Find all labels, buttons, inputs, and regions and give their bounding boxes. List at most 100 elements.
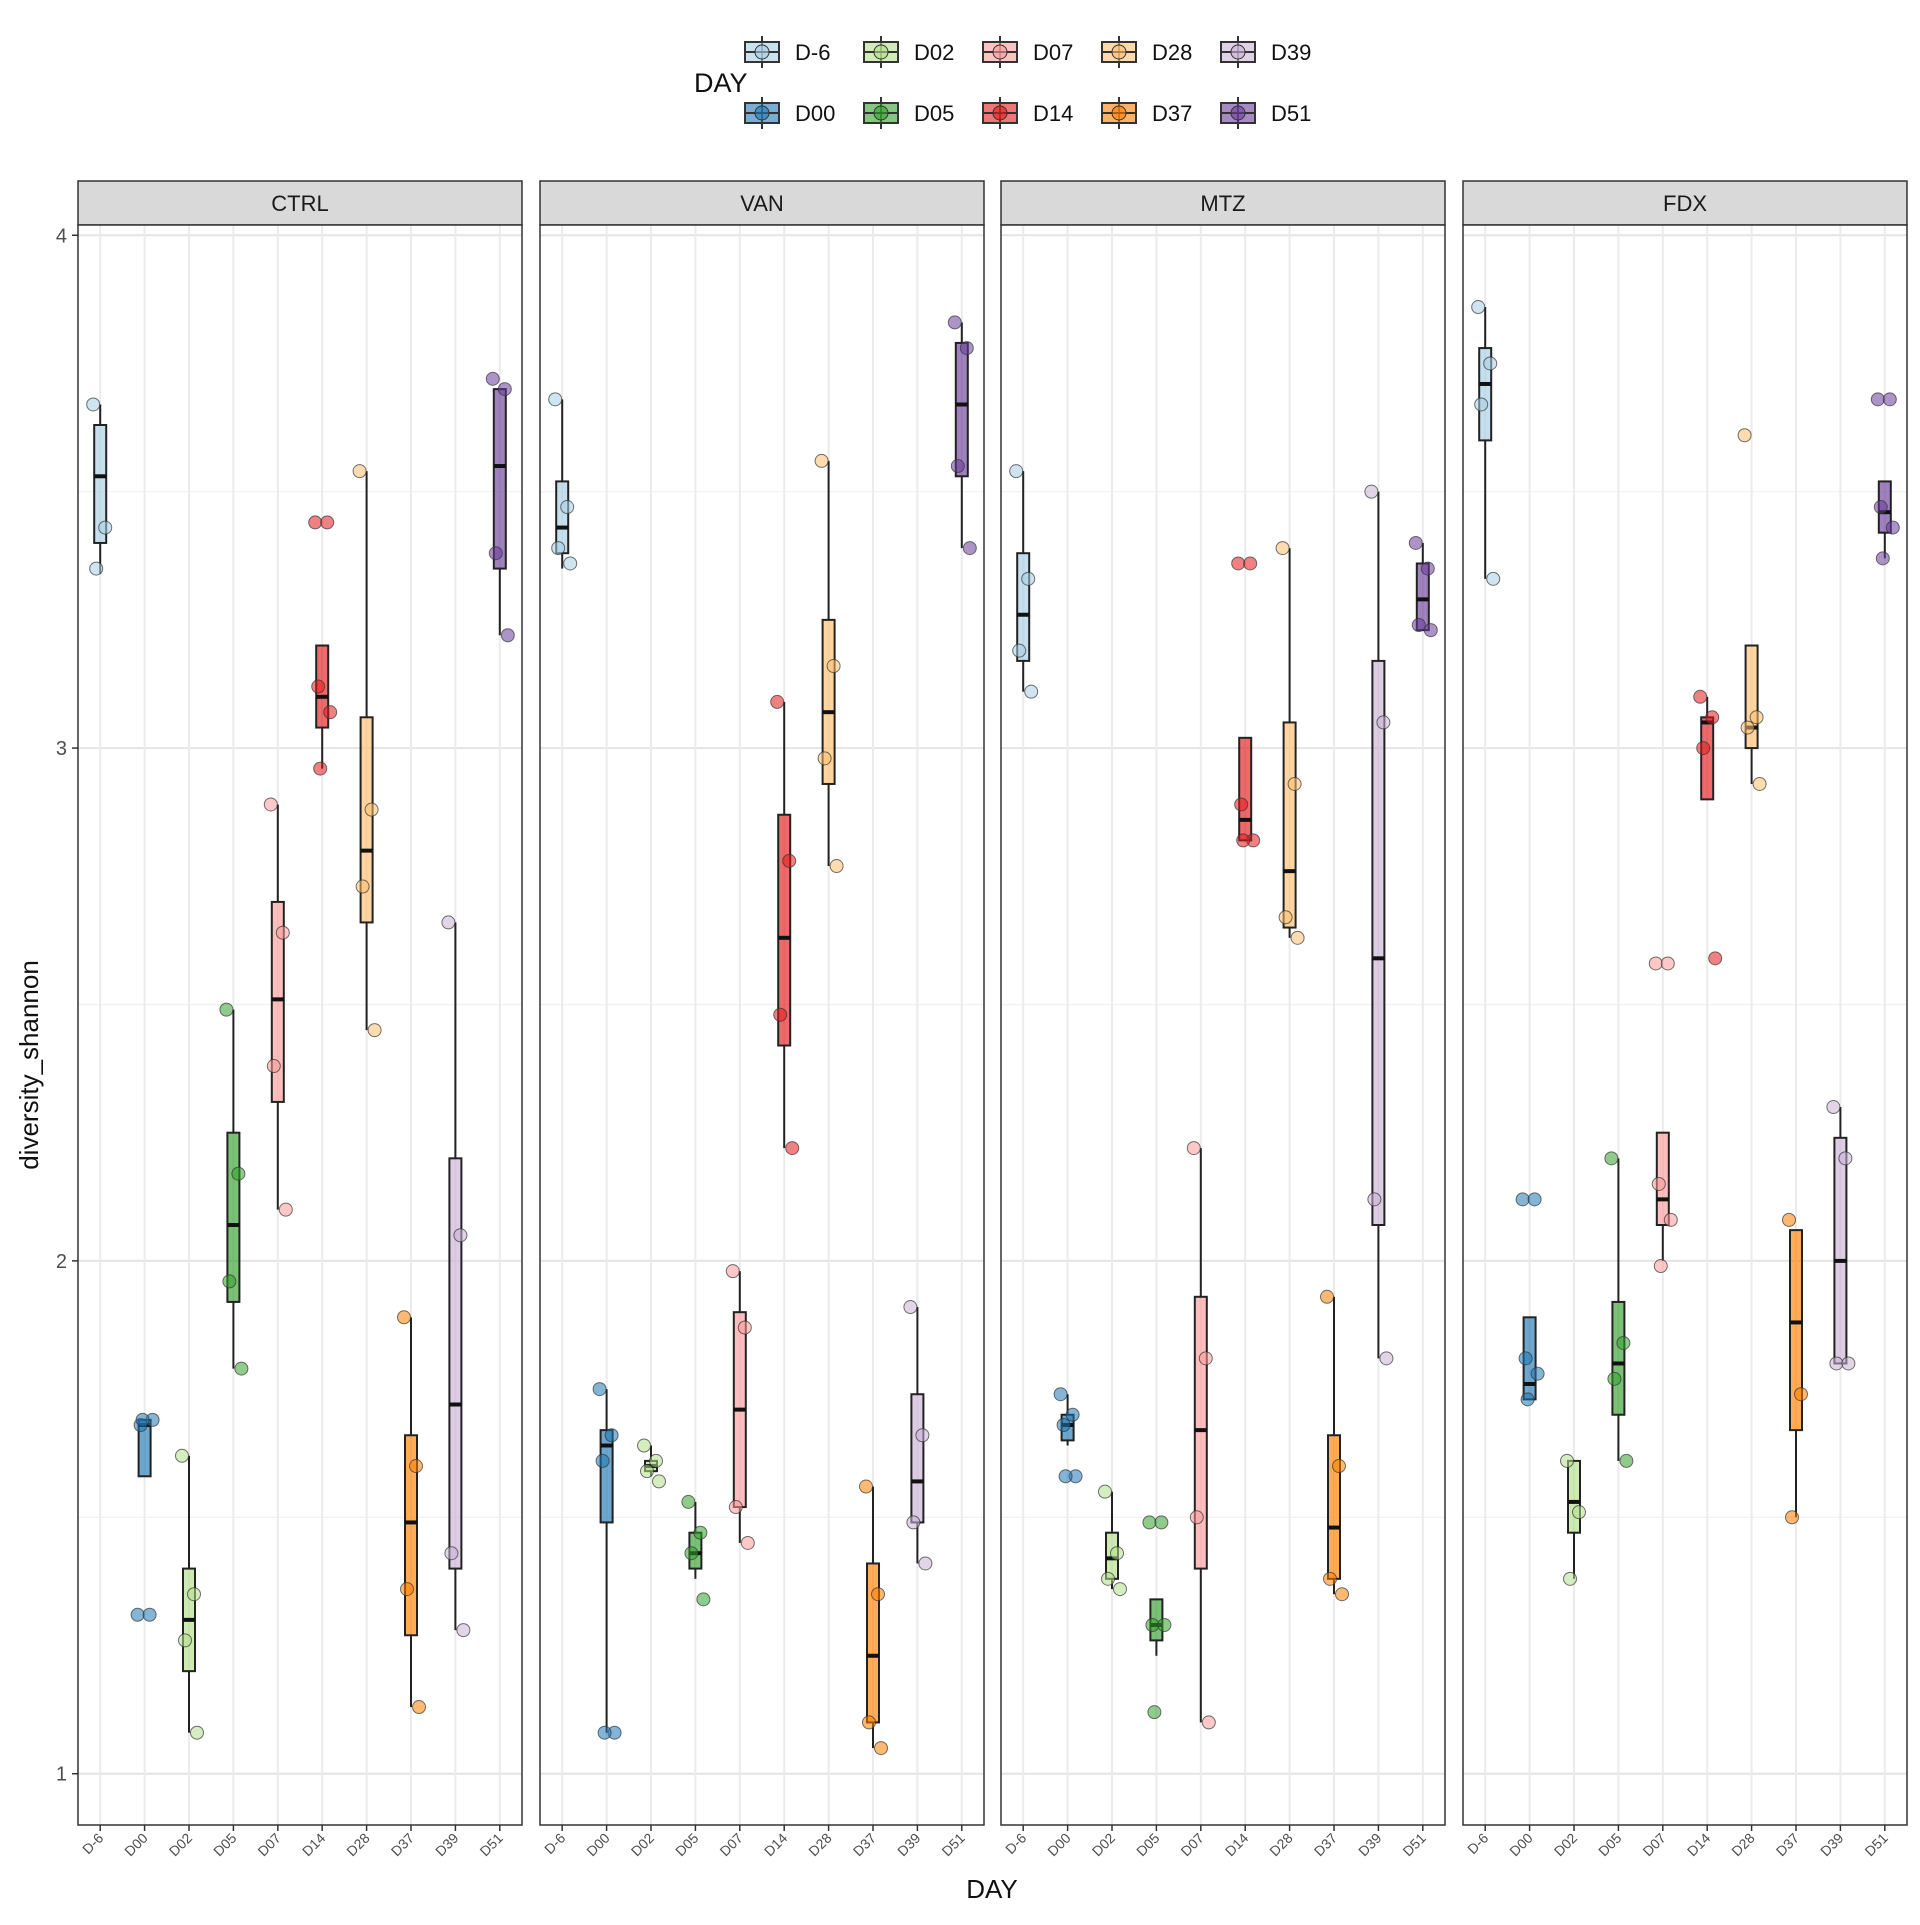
data-point bbox=[1826, 1100, 1841, 1115]
box-ctrl-D37 bbox=[397, 1310, 426, 1715]
box-fdx-D05 bbox=[1604, 1151, 1634, 1468]
data-point bbox=[1367, 1192, 1382, 1207]
box-fdx-D00 bbox=[1515, 1192, 1545, 1407]
legend-key-point bbox=[1111, 105, 1127, 121]
box-iqr bbox=[359, 716, 374, 924]
x-tick-label: D14 bbox=[1222, 1830, 1252, 1860]
x-tick-label: D51 bbox=[1861, 1830, 1891, 1860]
legend-key-point bbox=[992, 44, 1008, 60]
box-iqr bbox=[777, 813, 792, 1047]
data-point bbox=[1705, 710, 1720, 725]
legend-key-point bbox=[873, 105, 889, 121]
data-point bbox=[175, 1448, 189, 1463]
legend-item-D28: D28 bbox=[1101, 36, 1192, 68]
x-tick-label: D37 bbox=[388, 1830, 418, 1860]
box-ctrl-D39 bbox=[441, 915, 471, 1638]
data-point bbox=[1332, 1459, 1346, 1474]
data-point bbox=[1875, 551, 1890, 566]
data-point bbox=[728, 1500, 743, 1515]
legend-key-point bbox=[992, 105, 1008, 121]
data-point bbox=[1110, 1546, 1124, 1561]
box-fdx-D37 bbox=[1782, 1212, 1808, 1525]
data-point bbox=[453, 1228, 468, 1243]
data-point bbox=[355, 879, 370, 894]
data-point bbox=[1572, 1505, 1586, 1520]
data-point bbox=[862, 1715, 876, 1730]
data-point bbox=[1693, 689, 1708, 704]
data-point bbox=[86, 397, 101, 412]
box-ctrl-D14 bbox=[308, 515, 338, 776]
box-iqr bbox=[1789, 1229, 1803, 1432]
data-point bbox=[1515, 1192, 1530, 1207]
panel-border bbox=[77, 224, 523, 1826]
data-point bbox=[1663, 1212, 1678, 1227]
data-point bbox=[367, 1023, 382, 1038]
data-point bbox=[814, 453, 829, 468]
data-point bbox=[130, 1607, 145, 1622]
legend-key-point bbox=[1230, 44, 1246, 60]
box-ctrl-D05 bbox=[219, 1002, 249, 1376]
x-tick-label: D39 bbox=[432, 1830, 462, 1860]
data-point bbox=[178, 1633, 192, 1648]
data-point bbox=[444, 1546, 459, 1561]
data-point bbox=[684, 1546, 699, 1561]
data-point bbox=[98, 520, 113, 535]
legend-item-D00: D00 bbox=[744, 97, 835, 129]
data-point bbox=[308, 515, 323, 530]
legend-label: D02 bbox=[914, 40, 954, 65]
legend-item-D02: D02 bbox=[863, 36, 954, 68]
box-iqr bbox=[492, 388, 507, 570]
x-tick-label: D14 bbox=[761, 1830, 791, 1860]
box-van-D07 bbox=[725, 1264, 755, 1550]
x-tick-label: D37 bbox=[1773, 1830, 1803, 1860]
legend-item-D39: D39 bbox=[1220, 36, 1311, 68]
box-ctrl-D51 bbox=[485, 371, 515, 643]
data-point bbox=[1474, 397, 1489, 412]
data-point bbox=[649, 1453, 663, 1468]
box-iqr bbox=[910, 1393, 925, 1524]
box-ctrl-D02 bbox=[175, 1448, 204, 1740]
box-ctrl-D00 bbox=[130, 1412, 160, 1622]
panel-mtz: MTZ D-6 D00 D02 D05 D07 D14 D28 D37 D39 D51 bbox=[1000, 180, 1446, 1860]
data-point bbox=[352, 464, 367, 479]
data-point bbox=[1290, 930, 1305, 945]
box-fdx-D39 bbox=[1826, 1100, 1856, 1371]
data-point bbox=[1616, 1335, 1631, 1350]
data-point bbox=[135, 1412, 150, 1427]
box-iqr bbox=[270, 900, 285, 1103]
data-point bbox=[785, 1141, 800, 1156]
box-van-D00 bbox=[592, 1382, 622, 1740]
x-tick-label: D37 bbox=[850, 1830, 880, 1860]
box-fdx-D28 bbox=[1737, 428, 1767, 791]
legend-key-point bbox=[754, 44, 770, 60]
box-van-D05 bbox=[681, 1494, 711, 1607]
data-point bbox=[1101, 1571, 1115, 1586]
x-tick-label: D51 bbox=[476, 1830, 506, 1860]
data-point bbox=[1838, 1151, 1853, 1166]
x-tick-label: D14 bbox=[1684, 1830, 1714, 1860]
legend-label: D00 bbox=[795, 101, 835, 126]
data-point bbox=[1056, 1418, 1071, 1432]
legend-item-D51: D51 bbox=[1220, 97, 1311, 129]
data-point bbox=[1053, 1387, 1068, 1402]
x-tick-label: D00 bbox=[1044, 1830, 1074, 1860]
data-point bbox=[266, 1059, 281, 1074]
box-van-D28 bbox=[814, 453, 844, 874]
data-point bbox=[1518, 1351, 1533, 1366]
y-tick-label: 1 bbox=[56, 1764, 67, 1786]
data-point bbox=[409, 1459, 423, 1474]
data-point bbox=[1885, 520, 1900, 535]
box-iqr bbox=[599, 1429, 614, 1524]
data-point bbox=[364, 802, 379, 817]
box-mtz-D-6 bbox=[1009, 464, 1039, 699]
data-point bbox=[737, 1320, 752, 1335]
x-tick-label: D51 bbox=[1399, 1830, 1429, 1860]
x-tick-label: D07 bbox=[1639, 1830, 1669, 1860]
box-ctrl-D28 bbox=[352, 464, 382, 1038]
data-point bbox=[488, 546, 503, 561]
x-tick-label: D02 bbox=[628, 1830, 658, 1860]
data-point bbox=[1201, 1715, 1216, 1730]
data-point bbox=[1147, 1705, 1162, 1720]
